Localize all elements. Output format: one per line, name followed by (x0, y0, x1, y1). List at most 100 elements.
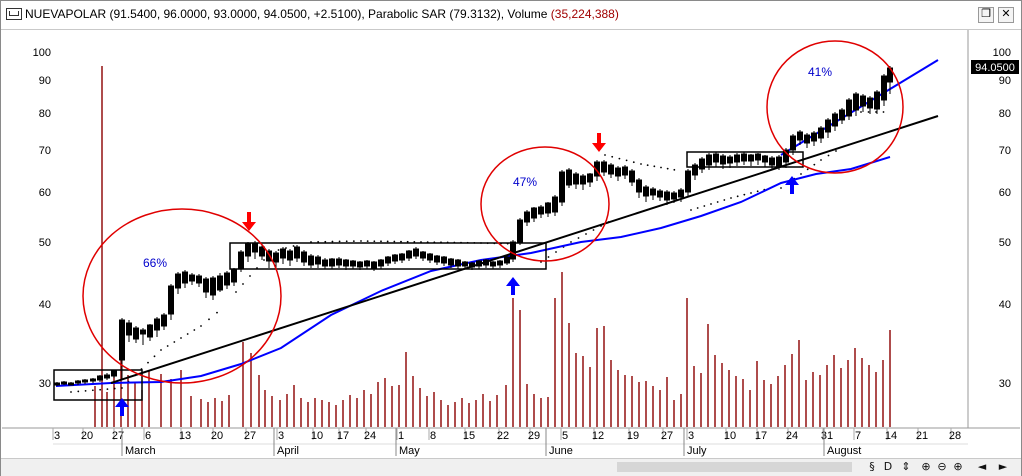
sar-dot (338, 240, 341, 243)
candle-body (811, 132, 817, 142)
sar-dot (366, 240, 369, 243)
buy-arrow-2 (506, 277, 520, 295)
candle-body (678, 189, 684, 198)
date-tick-label: 15 (463, 430, 475, 442)
consolidation-box-1 (53, 369, 143, 401)
sar-dot (570, 241, 572, 243)
plot-area (53, 30, 968, 428)
candle-body (587, 173, 593, 183)
sar-dot (618, 157, 621, 160)
gain-label-3: 41% (808, 65, 832, 79)
candle-body (650, 188, 656, 196)
title-main: NUEVAPOLAR (91.5400, 96.0000, 93.0000, 9… (25, 7, 365, 21)
sar-dot (242, 283, 244, 285)
date-tick-label: 1 (398, 430, 404, 442)
candle-body (168, 285, 174, 315)
date-axis: 3 20 27 6 13 20 27 3 10 17 24 1 8 15 22 29 5 12 19 27 3 10 17 2… (52, 428, 961, 457)
date-tick-label: 3 (54, 430, 60, 442)
sar-dot (113, 387, 116, 390)
candle-body (552, 196, 558, 213)
candle-body (497, 260, 503, 266)
sar-dot (77, 390, 80, 393)
candle-body (427, 253, 433, 261)
sar-dot (730, 197, 732, 199)
date-tick-label: 5 (562, 430, 568, 442)
sar-dot (882, 111, 885, 113)
zoom-out-icon[interactable]: ⊖ (937, 460, 947, 473)
sar-dot (91, 389, 94, 392)
candle-body (504, 256, 510, 264)
candle-body (706, 154, 712, 166)
candle-body (140, 329, 146, 335)
fit-vertical-icon[interactable]: ⇕ (901, 460, 911, 473)
sar-dot (577, 237, 580, 239)
sar-dot (800, 173, 802, 175)
sar-dot (703, 205, 706, 207)
candle-body (531, 207, 537, 219)
time-scrollbar[interactable] (617, 462, 852, 472)
candle-body (224, 272, 230, 286)
month-label: March (125, 445, 156, 457)
candle-body (97, 375, 103, 381)
candle-body (161, 314, 167, 327)
candle-body (818, 127, 824, 139)
candle-body (75, 380, 81, 384)
sar-dot (153, 355, 156, 358)
scroll-right-icon[interactable]: ► (998, 460, 1008, 473)
candle-body (727, 156, 733, 164)
sar-dot (345, 240, 348, 243)
candle-body (104, 374, 110, 379)
candle-body (217, 275, 223, 291)
zoom-in-icon[interactable]: ⊕ (953, 460, 963, 473)
candle-body (524, 211, 530, 223)
sar-dot (292, 245, 295, 247)
date-tick-label: 3 (688, 430, 694, 442)
candle-body (189, 274, 195, 282)
daily-icon[interactable]: D (883, 460, 893, 473)
candle-body (594, 161, 600, 177)
sar-dot (106, 388, 109, 391)
candle-body (832, 113, 838, 127)
date-tick-label: 10 (724, 430, 736, 442)
candle-body (287, 250, 293, 261)
date-tick-label: 12 (592, 430, 604, 442)
candle-body (797, 131, 803, 141)
date-tick-label: 13 (179, 430, 191, 442)
candle-body (622, 166, 628, 176)
window-icon (6, 8, 22, 20)
price-tick-left: 40 (39, 299, 51, 311)
restore-button[interactable]: ❐ (978, 7, 994, 23)
window-title: NUEVAPOLAR (91.5400, 96.0000, 93.0000, 9… (25, 7, 619, 21)
script-icon[interactable]: § (869, 460, 875, 473)
candle-body (629, 170, 635, 183)
move-icon[interactable]: ⊕ (921, 460, 931, 473)
date-tick-label: 24 (786, 430, 798, 442)
sar-dot (585, 233, 587, 235)
sar-dot (867, 111, 870, 113)
sar-dot (604, 154, 606, 156)
scroll-left-icon[interactable]: ◄ (977, 460, 987, 473)
candle-body (111, 370, 117, 377)
sar-dot (70, 391, 72, 393)
candle-body (462, 261, 468, 267)
candle-body (860, 95, 866, 107)
date-tick-label: 21 (916, 430, 928, 442)
candle-body (371, 261, 377, 269)
candle-body (559, 171, 565, 203)
date-tick-label: 31 (821, 430, 833, 442)
candle-body (538, 206, 544, 215)
candle-body (713, 153, 719, 163)
sar-dot (216, 311, 218, 314)
bottom-toolbar: § D ⇕ ⊕ ⊖ ⊕ ◄ ► (1, 458, 1021, 476)
parabolic-sar (70, 111, 885, 393)
candle-body (322, 259, 328, 267)
candle-body (357, 261, 363, 268)
close-button[interactable]: ✕ (998, 7, 1014, 23)
price-tick-left: 60 (39, 187, 51, 199)
date-tick-label: 10 (311, 430, 323, 442)
candle-body (434, 255, 440, 263)
candle-body (643, 186, 649, 197)
price-tick-right: 70 (999, 145, 1011, 157)
highlight-circle-1 (82, 208, 282, 384)
candle-body (68, 382, 74, 386)
